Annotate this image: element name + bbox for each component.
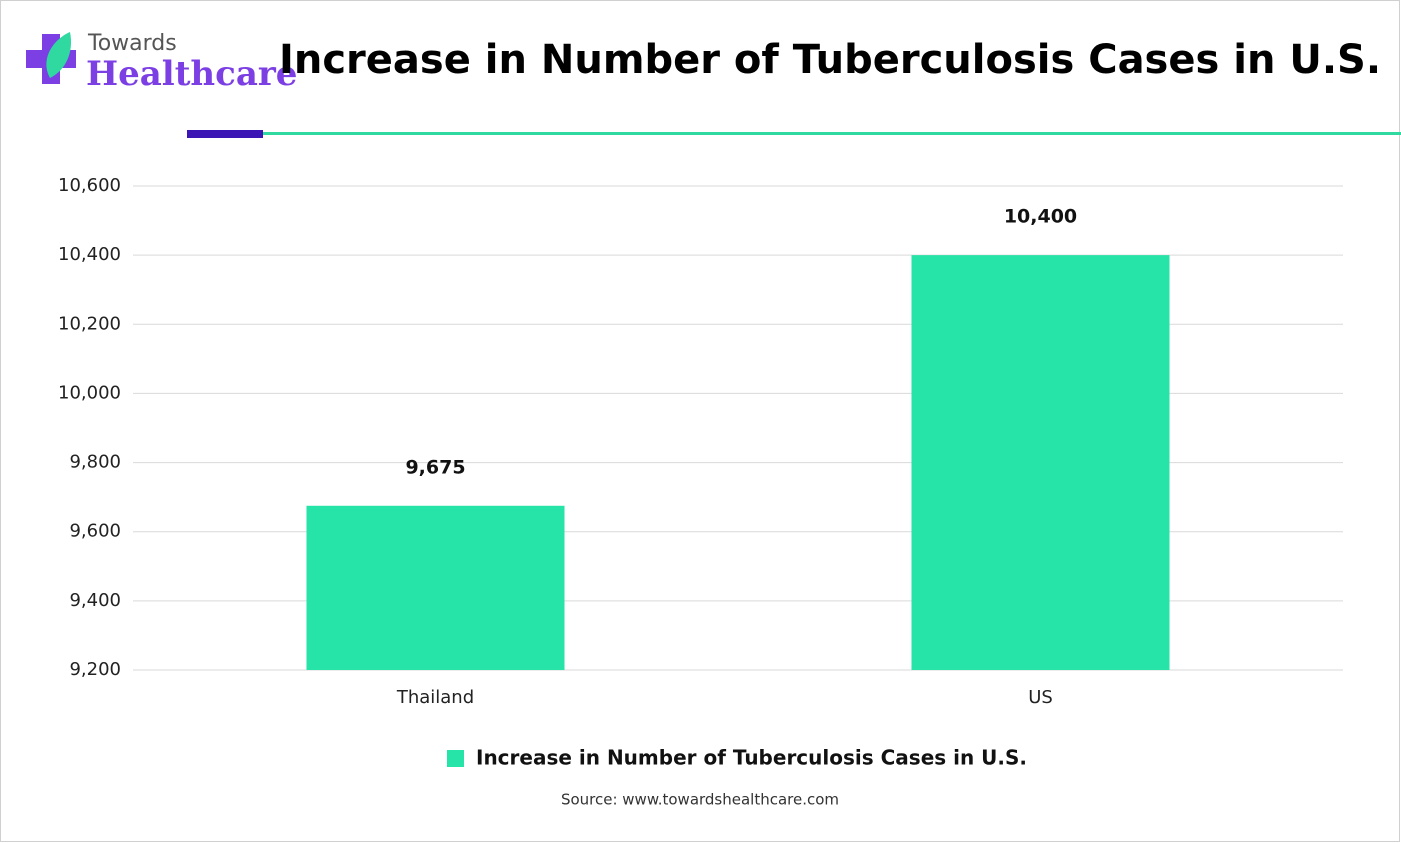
y-tick-label: 9,800 <box>69 452 121 473</box>
y-tick-label: 10,600 <box>58 175 121 196</box>
legend-label: Increase in Number of Tuberculosis Cases… <box>476 746 1027 770</box>
legend-swatch <box>447 750 464 767</box>
data-label: 10,400 <box>1004 206 1077 228</box>
logo-bottom: Healthcare <box>86 54 297 94</box>
x-tick-label: US <box>1028 687 1053 708</box>
bar <box>306 505 565 670</box>
chart-title: Increase in Number of Tuberculosis Cases… <box>279 37 1381 83</box>
y-tick-label: 10,000 <box>58 382 121 403</box>
logo-icon <box>26 32 76 84</box>
y-tick-label: 9,400 <box>69 590 121 611</box>
header-line <box>263 132 1401 135</box>
y-tick-label: 9,200 <box>69 659 121 680</box>
logo-top: Towards <box>87 31 177 56</box>
x-tick-label: Thailand <box>396 687 474 708</box>
header-accent <box>187 130 263 138</box>
y-tick-label: 10,200 <box>58 313 121 334</box>
y-tick-label: 9,600 <box>69 521 121 542</box>
bar <box>911 255 1170 670</box>
y-tick-label: 10,400 <box>58 244 121 265</box>
source: Source: www.towardshealthcare.com <box>561 791 839 809</box>
data-label: 9,675 <box>405 456 465 478</box>
